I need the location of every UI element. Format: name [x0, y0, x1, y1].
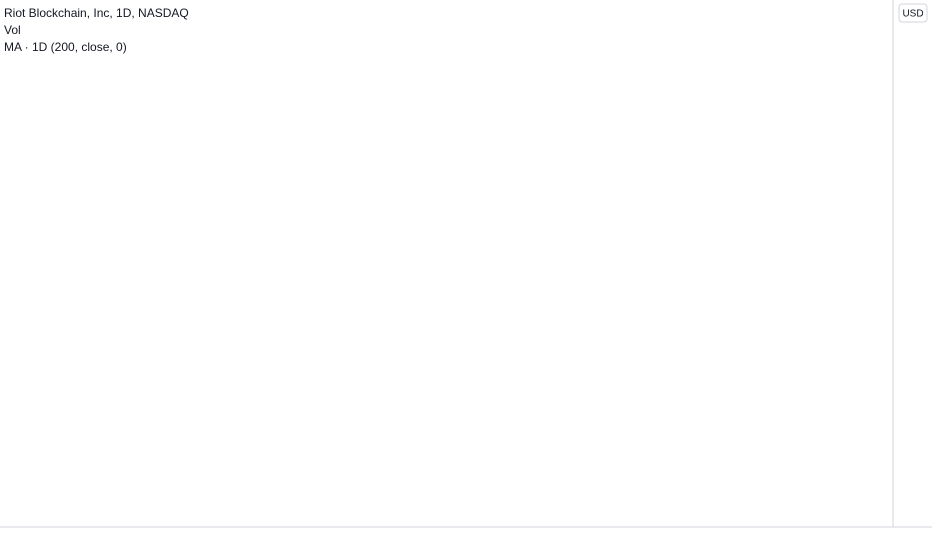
- currency-button[interactable]: [898, 3, 928, 23]
- chart-title: Riot Blockchain, Inc, 1D, NASDAQ: [4, 6, 189, 20]
- currency[interactable]: USD: [902, 9, 923, 20]
- indicator-label: Vol: [4, 23, 21, 37]
- indicator-label: MA · 1D (200, close, 0): [4, 40, 127, 54]
